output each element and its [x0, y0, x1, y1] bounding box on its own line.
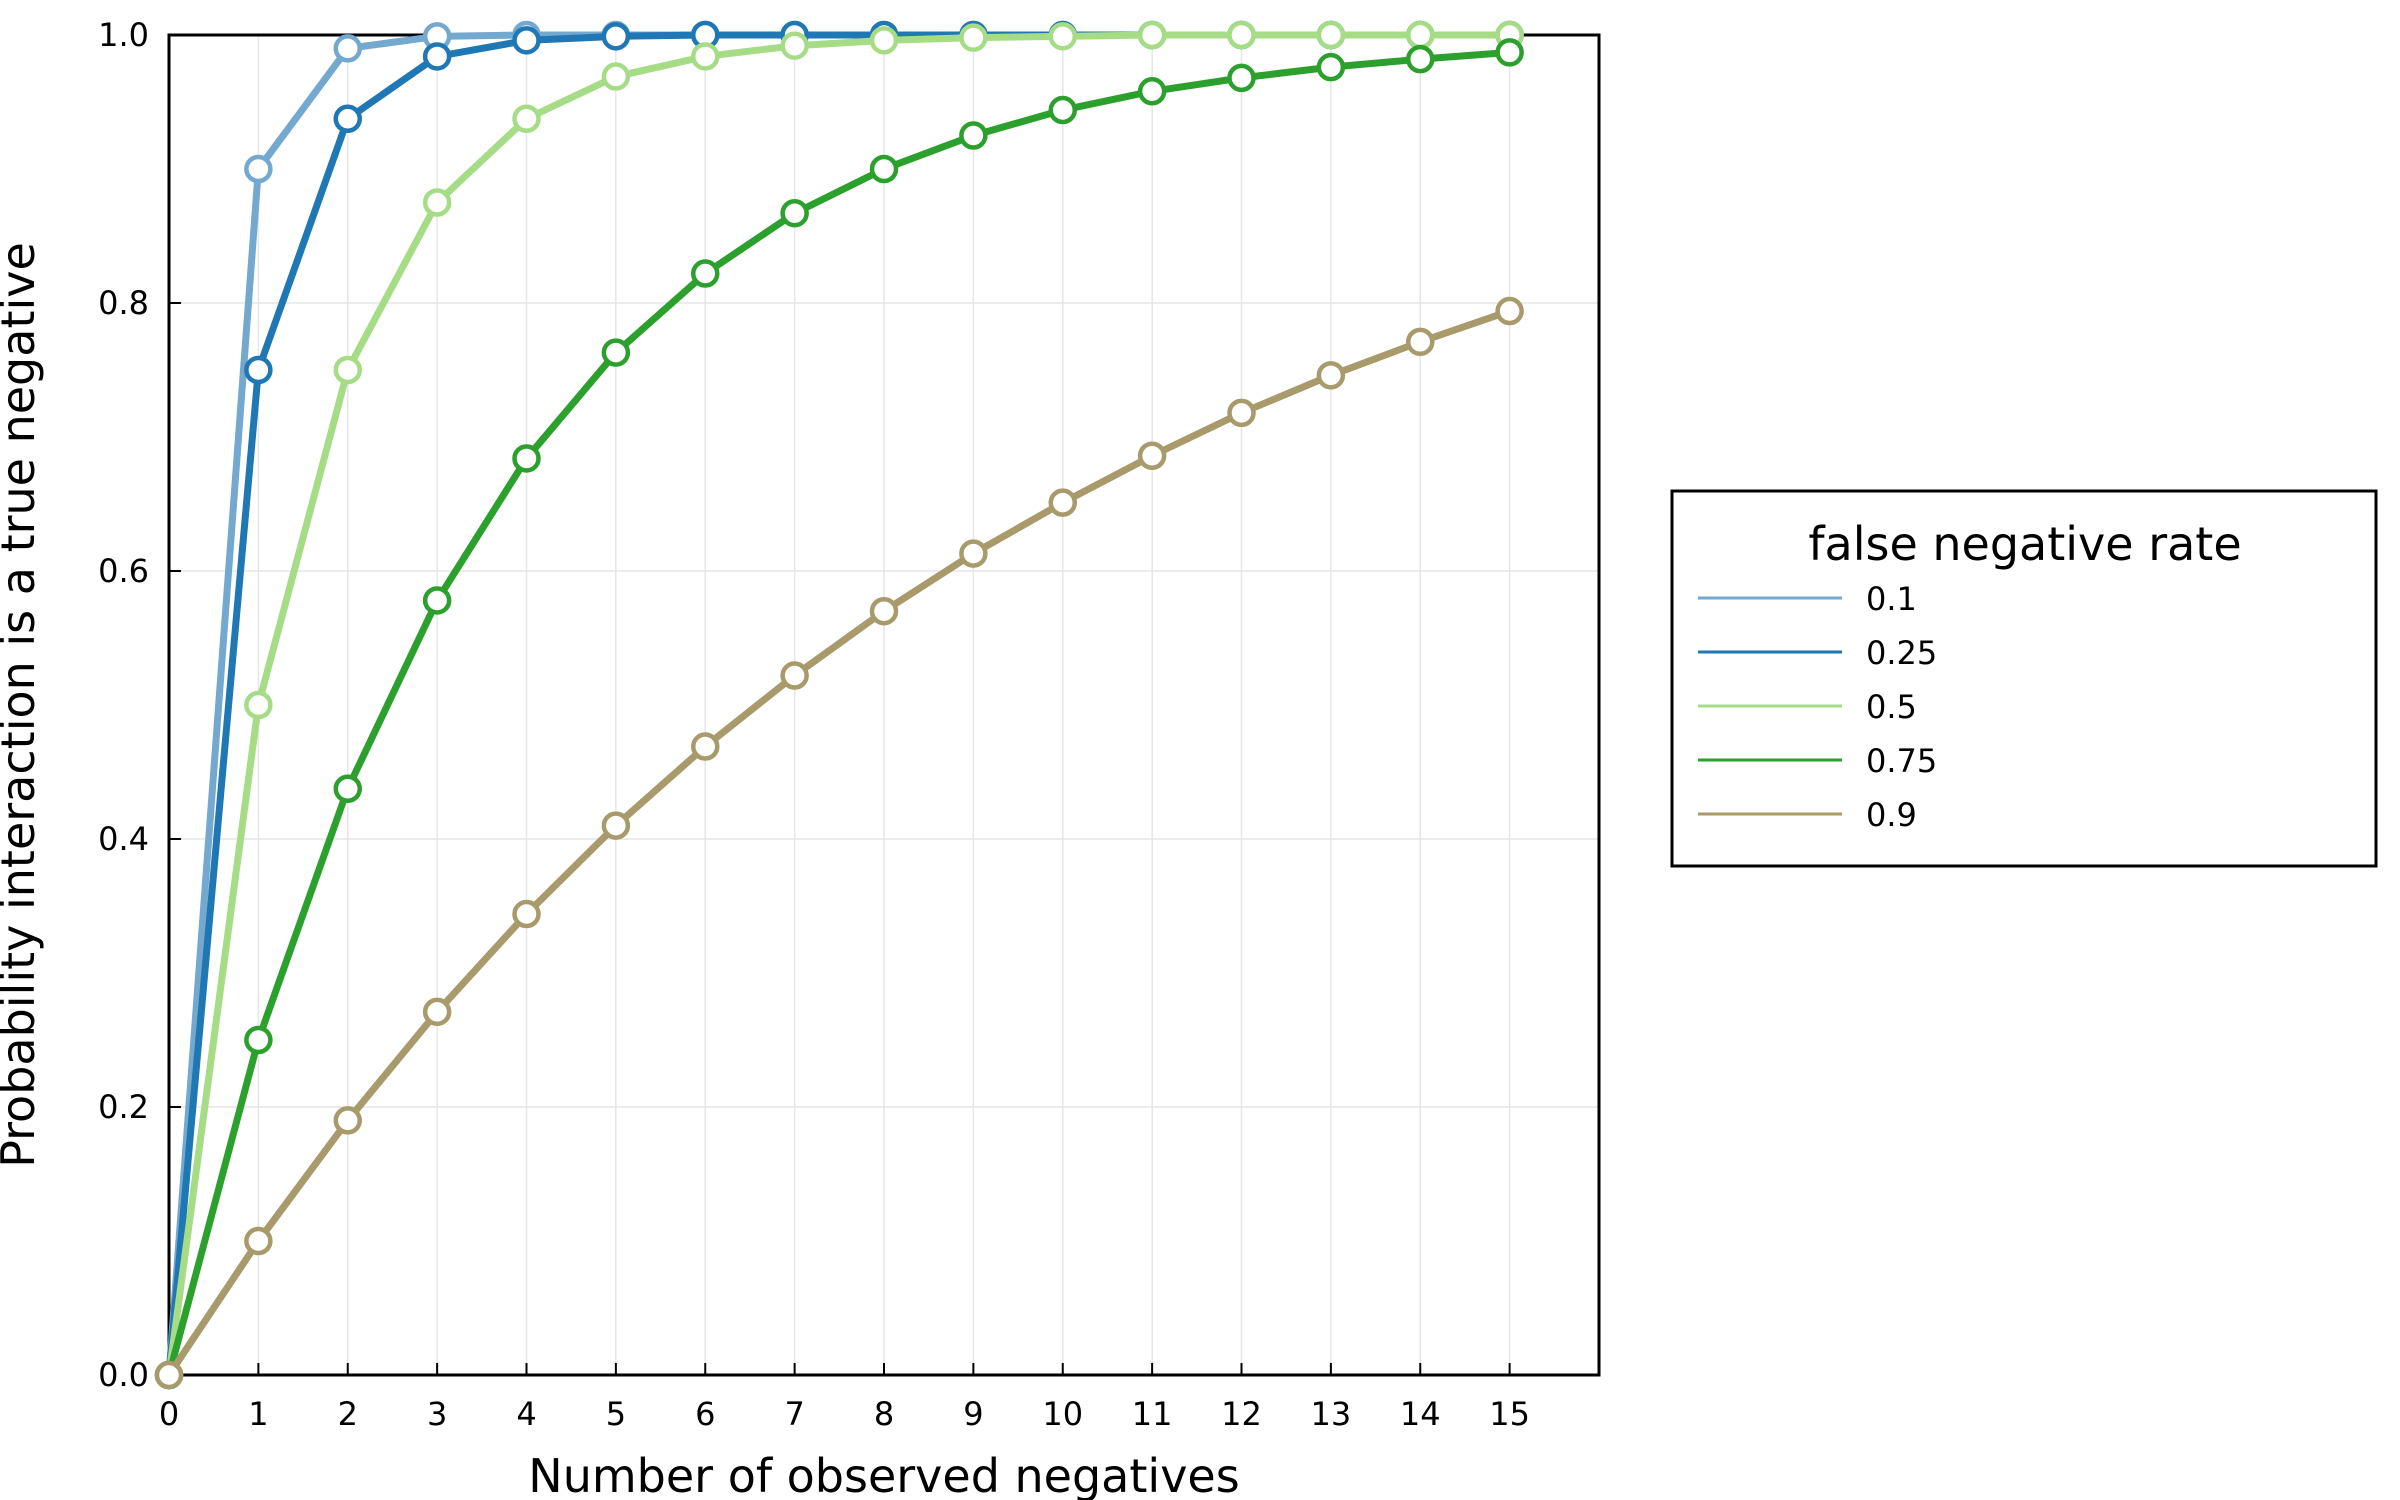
x-tick-label: 7 — [784, 1395, 804, 1433]
y-tick-label: 0.4 — [98, 820, 149, 858]
data-point — [512, 899, 541, 929]
data-point — [333, 1106, 362, 1135]
data-point — [333, 34, 362, 63]
data-point — [780, 31, 809, 60]
data-point — [691, 259, 720, 288]
y-tick-label: 1.0 — [98, 16, 149, 54]
legend-label: 0.1 — [1866, 580, 1917, 618]
y-tick-label: 0.0 — [98, 1356, 149, 1394]
data-point — [333, 104, 362, 133]
legend-title: false negative rate — [1808, 517, 2241, 571]
x-tick-label: 15 — [1489, 1395, 1530, 1433]
data-point — [422, 586, 452, 615]
legend-box — [1670, 489, 2378, 868]
data-point — [601, 62, 631, 91]
x-tick-label: 13 — [1311, 1395, 1352, 1433]
x-tick-label: 10 — [1042, 1395, 1083, 1433]
data-point — [691, 732, 720, 761]
legend-entries: 0.1 0.25 0.5 0.75 0.9 — [1698, 580, 1937, 834]
data-point — [959, 121, 988, 150]
data-point — [959, 23, 988, 52]
data-point — [154, 1360, 184, 1390]
data-point — [422, 188, 452, 217]
data-point — [1048, 488, 1077, 517]
series-line — [165, 31, 1514, 1379]
data-point — [691, 42, 720, 71]
x-tick-label: 6 — [695, 1395, 715, 1433]
x-tick-label: 14 — [1400, 1395, 1441, 1433]
x-tick-label: 5 — [606, 1395, 626, 1433]
data-point — [244, 1226, 273, 1256]
data-point — [601, 22, 631, 51]
data-point — [1495, 296, 1524, 326]
data-point — [1137, 20, 1167, 50]
data-point — [601, 338, 631, 367]
y-tick-label: 0.2 — [98, 1088, 149, 1126]
data-point — [869, 154, 899, 184]
data-point — [1137, 441, 1167, 471]
data-point — [1048, 22, 1077, 51]
x-tick-label: 11 — [1132, 1395, 1173, 1433]
data-point — [601, 811, 631, 840]
data-point — [1406, 327, 1435, 357]
legend-label: 0.25 — [1866, 634, 1937, 672]
axis-ticks: 0 1 2 3 4 5 6 7 8 9 10 11 12 13 14 150.00.20.40.60.81.0 — [98, 16, 1530, 1433]
data-point — [1316, 52, 1346, 82]
series-0.9 — [154, 296, 1524, 1390]
data-point — [869, 26, 899, 55]
x-tick-label: 12 — [1221, 1395, 1262, 1433]
x-tick-label: 0 — [159, 1395, 179, 1433]
x-tick-label: 2 — [338, 1395, 358, 1433]
x-tick-label: 1 — [248, 1395, 268, 1433]
series-lines — [154, 20, 1524, 1390]
y-tick-label: 0.8 — [98, 284, 149, 322]
y-axis-title: Probability interaction is a true negati… — [0, 242, 45, 1168]
data-point — [244, 154, 273, 184]
x-tick-label: 8 — [874, 1395, 894, 1433]
data-point — [1316, 20, 1346, 50]
x-tick-label: 4 — [516, 1395, 536, 1433]
data-point — [333, 774, 362, 803]
data-point — [1406, 20, 1435, 50]
data-point — [1227, 63, 1256, 93]
data-point — [512, 444, 541, 473]
legend-label: 0.75 — [1866, 742, 1937, 780]
data-point — [512, 26, 541, 55]
data-point — [959, 539, 988, 568]
x-axis-title: Number of observed negatives — [528, 1449, 1239, 1500]
data-point — [244, 355, 273, 385]
legend-label: 0.9 — [1866, 796, 1917, 834]
data-point — [780, 198, 809, 228]
data-point — [422, 997, 452, 1027]
series-line — [165, 307, 1514, 1379]
data-point — [512, 104, 541, 133]
legend-label: 0.5 — [1866, 688, 1917, 726]
data-point — [1048, 95, 1077, 125]
data-point — [244, 1025, 273, 1055]
data-point — [244, 690, 273, 720]
data-point — [780, 661, 809, 690]
data-point — [1316, 361, 1346, 390]
series-line — [165, 48, 1514, 1379]
legend: false negative rate 0.1 0.25 0.5 0.75 0.9 — [1670, 489, 2378, 868]
x-tick-label: 9 — [963, 1395, 983, 1433]
data-point — [1227, 398, 1256, 428]
data-point — [422, 42, 452, 71]
data-point — [1227, 20, 1256, 50]
data-point — [1137, 77, 1167, 106]
data-point — [869, 596, 899, 626]
y-tick-label: 0.6 — [98, 552, 149, 590]
data-point — [1495, 38, 1524, 67]
x-tick-label: 3 — [427, 1395, 447, 1433]
data-point — [333, 355, 362, 385]
data-point — [1406, 44, 1435, 74]
